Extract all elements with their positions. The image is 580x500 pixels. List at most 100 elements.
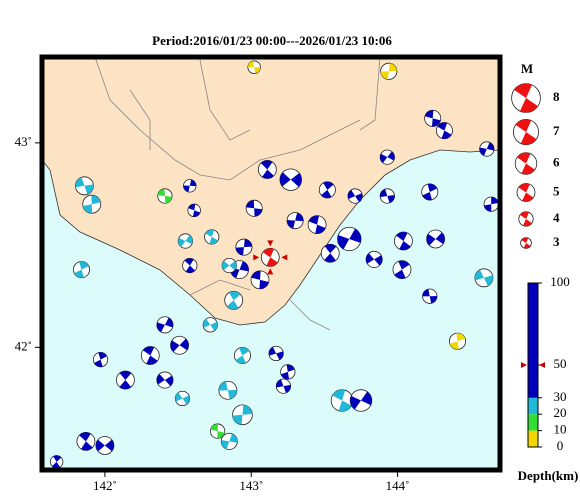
event xyxy=(392,260,412,280)
beachball-lobe xyxy=(380,189,388,198)
beachball-lobe xyxy=(283,384,291,393)
beachball-lobe xyxy=(276,351,284,360)
event xyxy=(280,364,296,380)
magnitude-legend-label: 6 xyxy=(553,154,560,169)
beachball-lobe xyxy=(521,163,535,175)
event xyxy=(156,316,174,334)
beachball-lobe xyxy=(479,147,487,156)
beachball-lobe xyxy=(474,269,484,281)
event xyxy=(424,109,442,127)
beachball-lobe xyxy=(323,181,334,190)
event xyxy=(177,233,193,249)
beachball-lobe xyxy=(119,371,132,381)
beachball-lobe xyxy=(210,423,218,432)
beachball-lobe xyxy=(184,258,194,266)
beachball-lobe xyxy=(424,110,434,119)
beachball-lobe xyxy=(520,211,529,219)
main-event-marker xyxy=(267,240,274,247)
events xyxy=(49,60,499,469)
beachball-lobe xyxy=(74,269,84,278)
beachball-lobe xyxy=(235,247,244,256)
magnitude-legend-label: 4 xyxy=(553,210,560,225)
event xyxy=(221,257,237,274)
beachball-lobe xyxy=(324,244,337,254)
magnitude-legend-label: 3 xyxy=(553,234,560,249)
beachball-lobe xyxy=(380,153,388,163)
beachball-lobe xyxy=(84,184,94,195)
land xyxy=(41,56,501,326)
beachball-lobe xyxy=(266,257,278,267)
beachball-lobe xyxy=(387,151,395,161)
event xyxy=(157,188,173,204)
beachball-lobe xyxy=(514,83,532,98)
beachball-lobe xyxy=(188,204,196,211)
beachball-lobe xyxy=(229,261,237,271)
beachball-lobe xyxy=(205,229,215,237)
beachball-lobe xyxy=(221,439,230,449)
lat-tick-label: 43˚ xyxy=(15,134,32,149)
event xyxy=(247,60,261,74)
beachball-lobe xyxy=(119,380,132,390)
beachball-lobe xyxy=(193,210,201,217)
event xyxy=(449,332,467,350)
beachball-lobe xyxy=(437,122,448,131)
beachball-lobe xyxy=(276,379,284,388)
event xyxy=(235,238,253,256)
beachball-lobe xyxy=(338,400,352,412)
beachball-lobe xyxy=(422,289,430,297)
beachball-lobe xyxy=(523,243,531,249)
event xyxy=(92,351,109,368)
depth-band xyxy=(528,430,538,447)
event xyxy=(320,243,340,263)
event xyxy=(483,196,499,212)
title: Period:2016/01/23 00:00---2026/01/23 10:… xyxy=(152,33,392,48)
beachball-lobe xyxy=(347,189,356,199)
beachball-lobe xyxy=(209,236,219,245)
main-event xyxy=(260,247,280,267)
event xyxy=(474,268,494,288)
beachball-lobe xyxy=(456,333,466,342)
event xyxy=(140,346,160,365)
beachball-lobe xyxy=(286,364,295,372)
beachball-lobe xyxy=(522,192,534,202)
beachball-lobe xyxy=(259,279,269,289)
beachball-lobe xyxy=(251,270,261,280)
beachball-lobe xyxy=(350,395,361,410)
beachball-lobe xyxy=(394,269,406,279)
beachball-lobe xyxy=(164,375,174,387)
beachball-lobe xyxy=(484,204,492,212)
beachball-lobe xyxy=(183,185,190,192)
beachball-lobe xyxy=(246,200,255,209)
beachball-lobe xyxy=(218,381,228,391)
beachball-lobe xyxy=(81,441,93,451)
event xyxy=(218,380,238,400)
depth-tick-label: 100 xyxy=(550,274,570,289)
beachball-lobe xyxy=(355,193,363,203)
event xyxy=(224,290,244,310)
beachball-lobe xyxy=(427,183,438,192)
event xyxy=(380,62,398,80)
event xyxy=(95,436,115,455)
map-frame xyxy=(39,54,503,473)
beachball-lobe xyxy=(520,132,537,145)
event xyxy=(347,188,363,204)
beachball-lobe xyxy=(156,322,165,332)
beachball-lobe xyxy=(399,241,411,251)
main-event-marker xyxy=(253,254,260,261)
event xyxy=(394,231,413,251)
event xyxy=(422,288,438,304)
beachball-lobe xyxy=(380,71,389,80)
beachball-lobe xyxy=(295,212,304,222)
beachball-lobe xyxy=(435,232,445,245)
event xyxy=(421,183,439,201)
depth-band xyxy=(528,283,538,398)
event xyxy=(250,270,270,290)
beachball-lobe xyxy=(164,196,173,204)
lon-tick-label: 144˚ xyxy=(386,478,410,493)
beachball-lobe xyxy=(179,338,189,351)
beachball-lobe xyxy=(226,300,239,310)
beachball-lobe xyxy=(449,341,459,350)
event xyxy=(49,455,64,469)
depth-tick-label: 20 xyxy=(554,405,567,420)
